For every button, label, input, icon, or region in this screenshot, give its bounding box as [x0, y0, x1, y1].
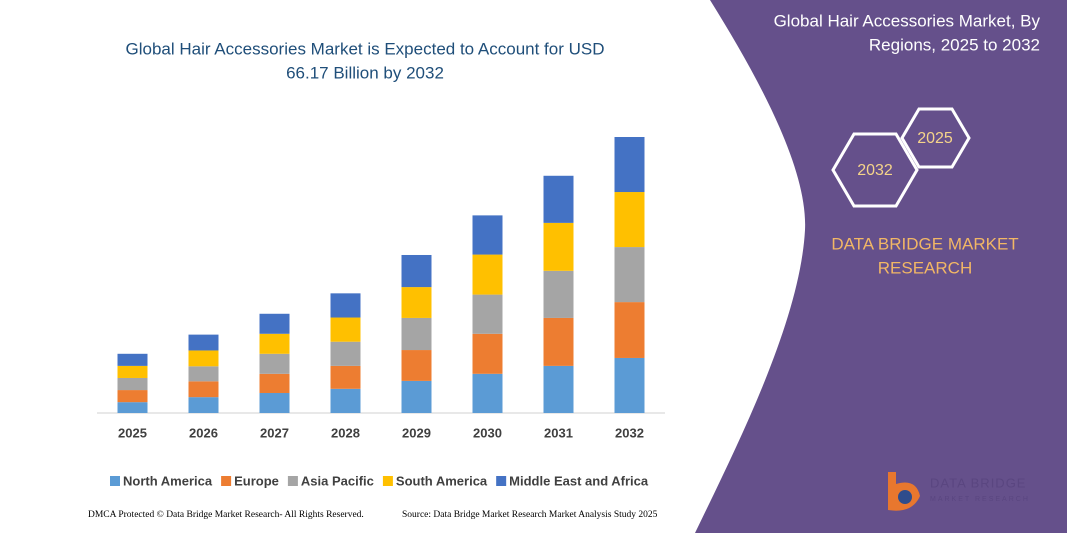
- panel-title: Regions, 2025 to 2032: [869, 35, 1040, 54]
- bar-segment: [614, 357, 645, 413]
- legend-swatch: [496, 476, 507, 486]
- legend-label: Asia Pacific: [301, 473, 374, 488]
- bar-segment: [117, 353, 148, 366]
- bar-segment: [117, 390, 148, 403]
- bar-segment: [614, 302, 645, 358]
- chart-title: 66.17 Billion by 2032: [286, 63, 444, 82]
- bar-segment: [472, 333, 503, 374]
- panel-title: Global Hair Accessories Market, By: [774, 11, 1041, 30]
- bar-segment: [401, 317, 432, 351]
- legend-label: South America: [396, 473, 488, 488]
- bar-segment: [188, 366, 219, 382]
- bar-segment: [259, 373, 290, 393]
- hexagon: [831, 132, 919, 208]
- bar-segment: [543, 317, 574, 366]
- bar-segment: [472, 294, 503, 334]
- hex-label: 2032: [857, 162, 893, 179]
- bar-segment: [188, 334, 219, 351]
- logo: DATA BRIDGE MARKET RESEARCH: [888, 472, 1030, 511]
- footer-source: Source: Data Bridge Market Research Mark…: [402, 510, 658, 520]
- bar-segment: [401, 287, 432, 318]
- x-tick-label: 2032: [615, 425, 644, 440]
- bar-segment: [543, 365, 574, 413]
- bar-segment: [117, 402, 148, 413]
- legend-swatch: [110, 476, 120, 486]
- bar-segment: [259, 333, 290, 354]
- brand: RESEARCH: [878, 258, 972, 277]
- bar-segment: [543, 175, 574, 223]
- side-panel: [695, 0, 1067, 533]
- legend-swatch: [221, 476, 232, 486]
- legend-label: North America: [123, 473, 213, 488]
- footer-note: DMCA Protected © Data Bridge Market Rese…: [88, 509, 364, 520]
- legend-label: Europe: [234, 473, 279, 488]
- bar-segment: [614, 192, 645, 248]
- bar-segment: [614, 247, 645, 303]
- bar-segment: [543, 270, 574, 318]
- bar-segment: [330, 341, 361, 366]
- bar-segment: [401, 254, 432, 288]
- bar-segment: [401, 350, 432, 381]
- x-tick-label: 2027: [260, 425, 289, 440]
- bar-segment: [117, 365, 148, 378]
- bar-segment: [259, 353, 290, 374]
- logo-text: MARKET RESEARCH: [930, 496, 1030, 503]
- x-tick-label: 2028: [331, 425, 360, 440]
- bar-segment: [472, 254, 503, 295]
- hexagon: [900, 107, 971, 169]
- bar-segment: [188, 350, 219, 367]
- bar-segment: [330, 365, 361, 389]
- x-tick-label: 2026: [189, 425, 218, 440]
- legend-swatch: [382, 476, 393, 486]
- legend-swatch: [287, 476, 298, 486]
- x-tick-label: 2031: [544, 425, 573, 440]
- bar-segment: [401, 380, 432, 413]
- bar-segment: [330, 293, 361, 318]
- x-tick-label: 2030: [473, 425, 502, 440]
- bar-segment: [259, 392, 290, 413]
- bar-segment: [472, 215, 503, 255]
- x-tick-label: 2025: [118, 425, 147, 440]
- bar-segment: [188, 381, 219, 398]
- logo-text: DATA BRIDGE: [930, 475, 1026, 490]
- hex-label: 2025: [917, 130, 953, 147]
- x-tick-label: 2029: [402, 425, 431, 440]
- bar-segment: [543, 222, 574, 271]
- bar-segment: [117, 377, 148, 391]
- bar-segment: [259, 313, 290, 334]
- chart-title: Global Hair Accessories Market is Expect…: [125, 39, 604, 58]
- bar-segment: [472, 373, 503, 413]
- bar-segment: [330, 317, 361, 342]
- bar-segment: [330, 388, 361, 413]
- legend-label: Middle East and Africa: [509, 473, 649, 488]
- logo-mark: [898, 490, 912, 504]
- bar-segment: [614, 137, 645, 193]
- brand: DATA BRIDGE MARKET: [831, 234, 1018, 253]
- bar-segment: [188, 397, 219, 413]
